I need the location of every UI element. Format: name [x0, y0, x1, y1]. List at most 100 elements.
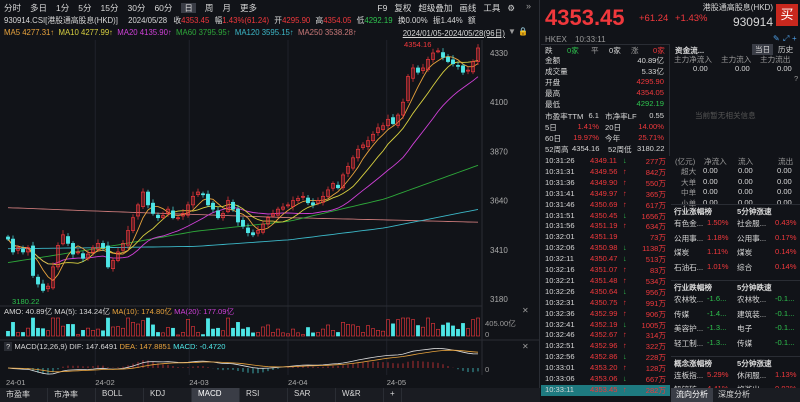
- board-item[interactable]: 建筑装...: [737, 309, 767, 319]
- board-item[interactable]: 农林牧...: [674, 295, 704, 304]
- indicator-tab[interactable]: RSI: [240, 388, 288, 402]
- volume-bar: [331, 330, 335, 337]
- period-tab[interactable]: 5分: [78, 3, 92, 13]
- period-tab[interactable]: 分时: [4, 3, 22, 13]
- candle: [151, 202, 155, 214]
- settings-icon[interactable]: ⚙: [507, 3, 515, 13]
- indicator-tab[interactable]: KDJ: [144, 388, 192, 402]
- tick-row: 10:33:01 4353.20 ↑ 128万: [541, 363, 670, 374]
- tick-time: 10:33:11: [545, 384, 574, 394]
- help-icon[interactable]: ?: [794, 74, 799, 83]
- board-item[interactable]: 美容护...: [674, 324, 704, 333]
- candle: [226, 200, 230, 213]
- stat-value: 4354.16: [572, 144, 600, 153]
- candle: [181, 213, 185, 217]
- board-item[interactable]: 公用事...: [674, 233, 704, 243]
- flow-value: 0.00: [777, 197, 792, 207]
- edit-icon[interactable]: ✎: [773, 34, 780, 43]
- candle: [251, 232, 255, 236]
- board-item[interactable]: 社会服...: [737, 219, 767, 228]
- buy-button[interactable]: 买: [776, 4, 798, 26]
- close-label: 收: [173, 16, 182, 25]
- board-item[interactable]: 煤炭: [674, 248, 690, 257]
- board-title[interactable]: 概念涨幅榜: [674, 359, 712, 368]
- board-item[interactable]: 传媒: [737, 338, 753, 348]
- net-inflow-header: 净流入: [704, 157, 727, 166]
- lock-icon[interactable]: 🔒: [518, 27, 528, 36]
- board-title[interactable]: 行业涨幅榜: [674, 207, 712, 216]
- indicator-tab[interactable]: 市净率: [48, 388, 96, 402]
- toolbar-button[interactable]: 超级叠加: [418, 3, 453, 13]
- period-tab[interactable]: 60分: [154, 3, 173, 13]
- volume-bar: [201, 334, 205, 337]
- stat-label: 今年: [605, 134, 621, 143]
- tick-row: 10:32:41 4352.19 ↓ 1005万: [541, 320, 670, 331]
- volume-bar: [106, 317, 110, 337]
- board-item[interactable]: 综合: [737, 262, 753, 272]
- indicator-tab[interactable]: 市盈率: [0, 388, 48, 402]
- dropdown-icon[interactable]: ▼: [508, 27, 516, 36]
- board-item[interactable]: 煤炭: [737, 248, 753, 257]
- close-amo-icon[interactable]: ✕: [522, 306, 529, 315]
- tick-amount: 322万: [645, 342, 666, 352]
- toolbar-button[interactable]: F9: [377, 3, 388, 13]
- period-tab[interactable]: 周: [204, 3, 214, 13]
- toolbar-button[interactable]: 复权: [394, 3, 412, 13]
- volume-bar: [231, 327, 235, 337]
- tick-amount: 513万: [645, 255, 666, 265]
- candle: [106, 245, 110, 268]
- ma60-value: MA60 3795.95↑: [176, 28, 231, 37]
- period-tab[interactable]: 月: [222, 3, 231, 13]
- indicator-tab[interactable]: +: [384, 388, 402, 402]
- board-item[interactable]: 石油石...: [674, 262, 704, 272]
- board-item[interactable]: 连板指...: [674, 371, 704, 380]
- board-item[interactable]: 休闲服...: [737, 371, 767, 380]
- board-title[interactable]: 5分钟涨速: [737, 359, 772, 368]
- turnover: 换0.00%: [397, 16, 428, 25]
- date-range-selector[interactable]: 2024/01/05-2024/05/28(96日): [402, 29, 505, 38]
- arrow-up-icon: ↑: [623, 188, 627, 198]
- board-item[interactable]: 有色金...: [674, 219, 704, 228]
- close-macd-icon[interactable]: ✕: [522, 342, 529, 351]
- volume-bar: [116, 326, 120, 337]
- toolbar-button[interactable]: 工具: [483, 3, 501, 13]
- board-item[interactable]: 传媒: [674, 309, 690, 319]
- today-tab[interactable]: 当日: [752, 44, 774, 55]
- indicator-tab[interactable]: W&R: [336, 388, 384, 402]
- board-title[interactable]: 5分钟涨速: [737, 207, 772, 216]
- stat-label: 最高: [545, 89, 561, 98]
- stat-label: 成交量: [545, 67, 568, 76]
- period-tab[interactable]: 更多: [239, 3, 257, 13]
- help-button[interactable]: ?: [4, 342, 13, 351]
- volume-bar: [31, 317, 35, 337]
- candle: [311, 202, 315, 206]
- indicator-tab[interactable]: SAR: [288, 388, 336, 402]
- kline-chart[interactable]: 4330 4100 3870 3640 3410 3180 24-01 24-02 24-03 2…: [0, 40, 540, 388]
- candle: [286, 204, 290, 207]
- expand-icon[interactable]: ⤢: [783, 34, 790, 43]
- period-tab[interactable]: 15分: [100, 3, 119, 13]
- period-tab[interactable]: 1分: [56, 3, 70, 13]
- board-item[interactable]: 农林牧...: [737, 295, 767, 304]
- amount-label: 额: [467, 16, 476, 25]
- add-icon[interactable]: +: [792, 34, 797, 43]
- toolbar-button[interactable]: 画线: [459, 3, 477, 13]
- volume-bar: [341, 322, 345, 337]
- board-title[interactable]: 行业跌幅榜: [674, 283, 712, 292]
- main-inflow: 0.00: [735, 64, 750, 73]
- volume-bar: [126, 317, 130, 337]
- indicator-tab[interactable]: MACD: [192, 388, 240, 402]
- tab-flow-analysis[interactable]: 流向分析: [671, 388, 713, 402]
- period-tab[interactable]: 日: [181, 3, 196, 13]
- period-tab[interactable]: 30分: [127, 3, 146, 13]
- tick-time: 10:32:36: [545, 308, 575, 318]
- expand-icon[interactable]: »: [526, 1, 532, 11]
- board-title[interactable]: 5分钟跌速: [737, 283, 772, 292]
- indicator-tab[interactable]: BOLL: [96, 388, 144, 402]
- board-item[interactable]: 公用事...: [737, 233, 767, 243]
- tab-depth-analysis[interactable]: 深度分析: [718, 390, 750, 399]
- period-tab[interactable]: 多日: [30, 3, 48, 13]
- history-tab[interactable]: 历史: [778, 45, 794, 54]
- board-item[interactable]: 电子: [737, 324, 753, 333]
- board-item[interactable]: 轻工制...: [674, 338, 704, 348]
